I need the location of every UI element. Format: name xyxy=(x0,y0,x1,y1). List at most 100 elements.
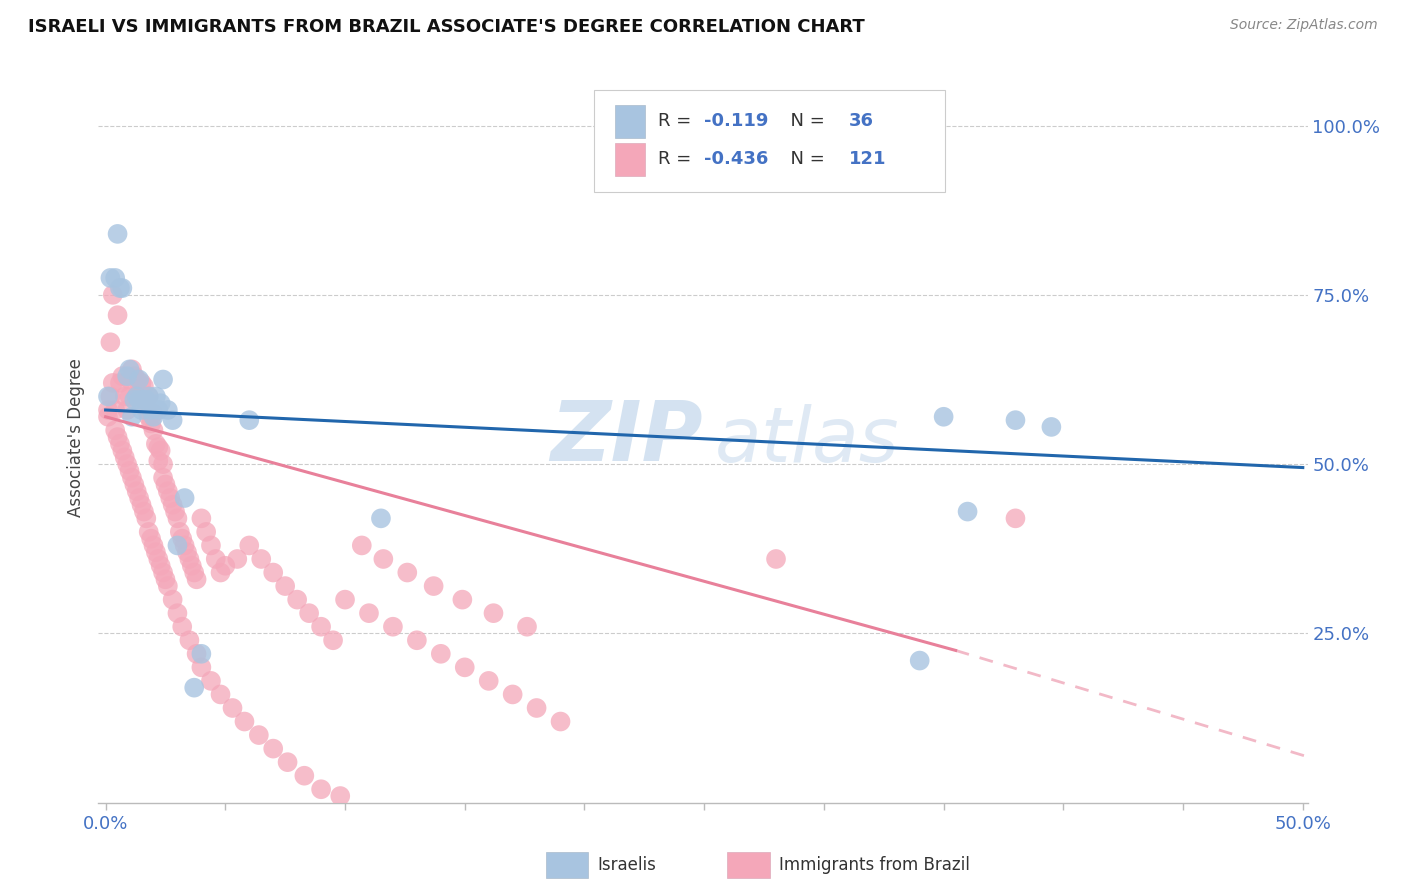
Text: ZIP: ZIP xyxy=(550,397,703,477)
Point xyxy=(115,369,138,384)
Point xyxy=(145,437,167,451)
Point xyxy=(152,566,174,580)
Point xyxy=(100,271,122,285)
Point xyxy=(149,558,172,573)
Point xyxy=(179,552,201,566)
Point xyxy=(908,654,931,668)
Point xyxy=(152,457,174,471)
Text: Israelis: Israelis xyxy=(598,856,657,874)
Point xyxy=(149,396,172,410)
Point xyxy=(104,423,127,437)
Point xyxy=(454,660,477,674)
Point xyxy=(166,606,188,620)
Point xyxy=(135,392,157,407)
Point xyxy=(186,647,208,661)
Point xyxy=(132,389,155,403)
Point xyxy=(97,389,120,403)
Point xyxy=(932,409,955,424)
Point xyxy=(142,538,165,552)
FancyBboxPatch shape xyxy=(595,90,945,192)
Point xyxy=(139,403,162,417)
Point xyxy=(118,372,141,386)
Point xyxy=(128,392,150,407)
Point xyxy=(233,714,256,729)
Point xyxy=(162,592,184,607)
Point xyxy=(101,288,124,302)
Point xyxy=(180,558,202,573)
Point xyxy=(357,606,380,620)
Point xyxy=(396,566,419,580)
Point xyxy=(131,403,153,417)
Point xyxy=(277,755,299,769)
Point xyxy=(125,372,148,386)
Point xyxy=(152,471,174,485)
Point xyxy=(190,511,212,525)
Point xyxy=(285,592,308,607)
Point xyxy=(186,572,208,586)
Bar xyxy=(614,143,645,176)
Point xyxy=(111,443,134,458)
Text: ISRAELI VS IMMIGRANTS FROM BRAZIL ASSOCIATE'S DEGREE CORRELATION CHART: ISRAELI VS IMMIGRANTS FROM BRAZIL ASSOCI… xyxy=(28,18,865,36)
Point xyxy=(121,409,143,424)
Point xyxy=(350,538,373,552)
Point xyxy=(108,376,131,390)
Point xyxy=(333,592,356,607)
Point xyxy=(118,389,141,403)
Point xyxy=(104,271,127,285)
Point xyxy=(148,403,170,417)
Point xyxy=(115,457,138,471)
Point xyxy=(135,511,157,525)
Point xyxy=(156,579,179,593)
Point xyxy=(183,566,205,580)
Point xyxy=(100,335,122,350)
Point xyxy=(169,524,191,539)
Text: N =: N = xyxy=(779,112,831,130)
Point xyxy=(163,505,186,519)
Point xyxy=(124,392,146,407)
Point xyxy=(309,620,332,634)
Bar xyxy=(614,104,645,137)
Point xyxy=(111,281,134,295)
Point xyxy=(1040,420,1063,434)
Point xyxy=(173,538,195,552)
Point xyxy=(262,741,284,756)
Point xyxy=(451,592,474,607)
Point xyxy=(381,620,404,634)
Point xyxy=(100,389,122,403)
Point xyxy=(322,633,344,648)
Point xyxy=(131,498,153,512)
Point xyxy=(114,450,136,465)
Point xyxy=(370,511,392,525)
Point xyxy=(118,362,141,376)
Point xyxy=(145,545,167,559)
Point xyxy=(214,558,236,573)
Point xyxy=(292,769,315,783)
Point xyxy=(162,413,184,427)
Point xyxy=(200,673,222,688)
Point xyxy=(128,389,150,403)
Point xyxy=(125,389,148,403)
Point xyxy=(148,552,170,566)
Point xyxy=(139,417,162,431)
Point xyxy=(162,498,184,512)
Point xyxy=(101,376,124,390)
Point xyxy=(121,471,143,485)
Point xyxy=(125,484,148,499)
Point xyxy=(166,538,188,552)
Point xyxy=(502,688,524,702)
Point xyxy=(132,392,155,407)
Point xyxy=(155,477,177,491)
Point xyxy=(204,552,226,566)
Point xyxy=(373,552,395,566)
Bar xyxy=(546,852,588,878)
Point xyxy=(159,491,181,505)
Point xyxy=(1004,511,1026,525)
Point xyxy=(132,379,155,393)
Point xyxy=(179,633,201,648)
Point xyxy=(238,413,260,427)
Point xyxy=(183,681,205,695)
Point xyxy=(209,688,232,702)
Point xyxy=(108,437,131,451)
Point xyxy=(329,789,352,803)
Text: N =: N = xyxy=(779,150,831,168)
